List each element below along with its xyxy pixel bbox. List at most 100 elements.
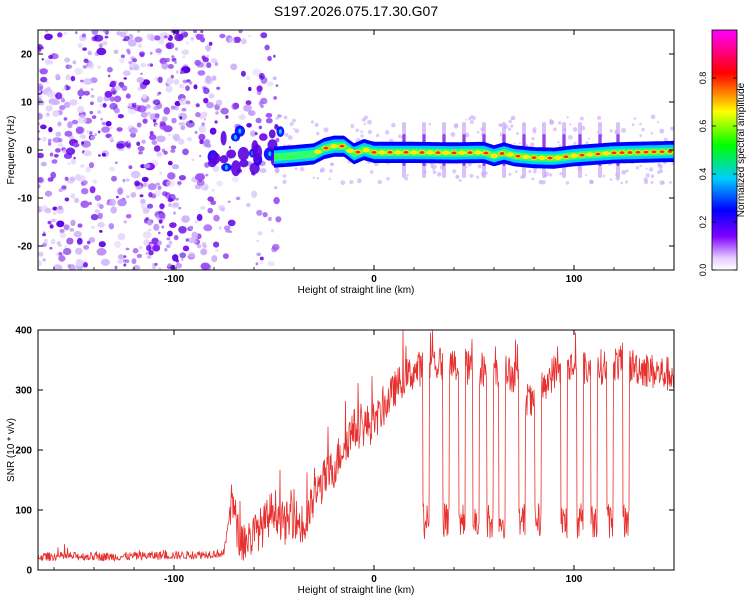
faint-speckle (633, 117, 637, 120)
faint-speckle (658, 168, 663, 174)
noise-speckle (106, 202, 110, 206)
noise-speckle (94, 195, 102, 201)
noise-speckle (185, 238, 190, 242)
noise-speckle (155, 182, 161, 186)
trace-core-red (435, 151, 441, 155)
faint-speckle (350, 124, 355, 129)
trace-core-yellow (522, 154, 530, 160)
faint-speckle (377, 179, 383, 185)
noise-speckle (139, 194, 144, 198)
noise-speckle (70, 219, 76, 227)
noise-speckle (163, 35, 168, 38)
noise-speckle (200, 248, 208, 256)
trace-core-red (595, 152, 601, 156)
faint-speckle (436, 172, 442, 177)
noise-speckle (98, 43, 103, 49)
faint-speckle (355, 128, 360, 133)
noise-speckle (153, 145, 161, 152)
noise-speckle (205, 173, 209, 177)
snr-y-ticks: 0 100 200 300 400 (15, 326, 674, 577)
noise-speckle (170, 145, 177, 150)
noise-speckle (149, 134, 157, 141)
noise-speckle (67, 264, 72, 269)
noise-speckle (200, 30, 204, 34)
noise-speckle (125, 247, 130, 251)
noise-speckle (77, 89, 85, 97)
noise-speckle (211, 255, 218, 263)
faint-speckle (284, 132, 289, 138)
noise-speckle (257, 231, 263, 236)
noise-speckle (208, 93, 215, 99)
noise-speckle (248, 110, 256, 116)
faint-speckle (558, 121, 562, 125)
transition-blob (268, 129, 276, 139)
trace-core-red (467, 151, 473, 155)
faint-speckle (645, 167, 648, 170)
snr-panel: -100 0 100 0 100 200 300 400 Height of straigh… (6, 326, 675, 596)
noise-speckle (41, 58, 44, 61)
noise-speckle (116, 143, 125, 149)
noise-speckle (100, 30, 103, 33)
trace-core-yellow (442, 150, 450, 155)
noise-speckle (240, 70, 246, 77)
noise-speckle (50, 171, 56, 179)
faint-speckle (643, 177, 649, 183)
faint-speckle (515, 132, 519, 136)
noise-speckle (93, 34, 104, 42)
trace-core-red (483, 151, 489, 155)
transition-blob (252, 144, 263, 160)
colorbar-label: Normalized spectral amplitude (736, 82, 747, 217)
faint-speckle (367, 129, 373, 135)
noise-speckle (108, 74, 111, 78)
noise-speckle (275, 116, 280, 120)
faint-speckle (658, 164, 663, 169)
noise-speckle (183, 123, 186, 126)
trace-core-yellow (554, 155, 562, 160)
noise-speckle (275, 138, 280, 143)
faint-speckle (639, 122, 642, 126)
noise-speckle (205, 75, 212, 83)
noise-speckle (63, 86, 67, 90)
faint-speckle (567, 135, 573, 140)
noise-speckle (173, 211, 176, 215)
noise-speckle (179, 116, 183, 120)
faint-speckle (635, 166, 640, 170)
noise-speckle (178, 206, 182, 210)
faint-speckle (428, 122, 432, 126)
noise-speckle (256, 239, 260, 243)
trace-core-red (403, 151, 409, 154)
noise-speckle (114, 265, 118, 270)
noise-speckle (38, 83, 44, 91)
noise-speckle (216, 180, 224, 187)
noise-speckle (196, 244, 202, 249)
noise-speckle (148, 192, 153, 198)
noise-speckle (161, 62, 169, 70)
noise-speckle (89, 186, 96, 194)
noise-speckle (49, 224, 54, 229)
figure-title: S197.2026.075.17.30.G07 (274, 3, 438, 19)
noise-speckle (167, 64, 174, 69)
noise-speckle (215, 248, 219, 253)
noise-speckle (43, 238, 49, 243)
snr-series-line (38, 330, 674, 562)
noise-speckle (140, 63, 146, 68)
noise-speckle (121, 85, 128, 92)
noise-speckle (252, 68, 262, 77)
noise-speckle (267, 261, 275, 267)
noise-speckle (55, 148, 61, 153)
transition-blob-core (238, 128, 242, 134)
noise-speckle (209, 127, 217, 135)
noise-speckle (154, 76, 159, 82)
noise-speckle (201, 122, 206, 127)
faint-speckle (650, 180, 654, 185)
noise-speckle (66, 178, 75, 184)
noise-speckle (142, 79, 151, 86)
noise-speckle (258, 72, 265, 80)
faint-speckle (532, 129, 537, 134)
noise-speckle (119, 31, 127, 38)
noise-speckle (225, 228, 230, 233)
noise-speckle (94, 133, 97, 137)
faint-speckle (572, 127, 578, 132)
